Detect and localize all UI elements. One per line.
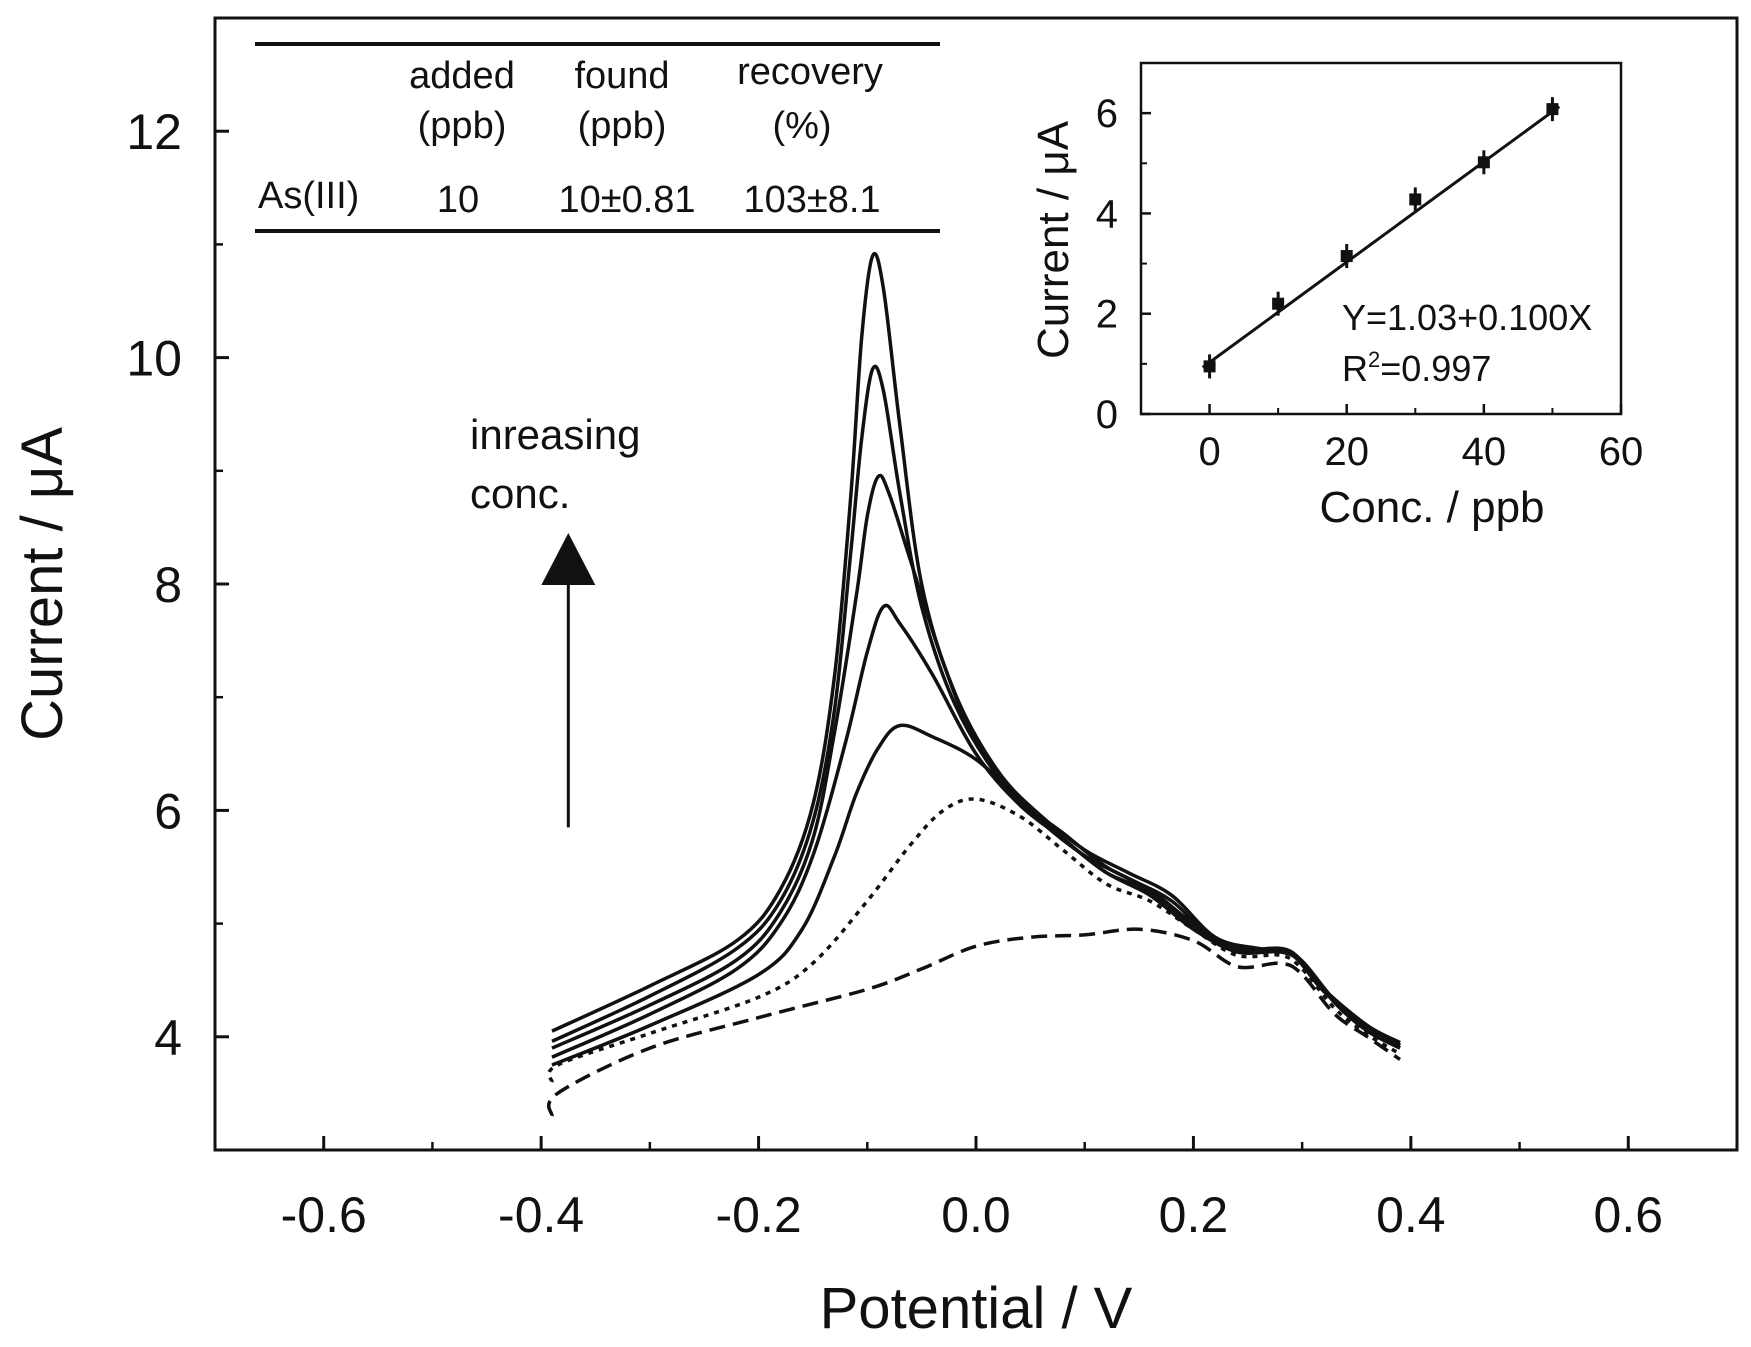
r-squared-superscript: 2 bbox=[1368, 347, 1380, 372]
r-squared-symbol: R bbox=[1342, 348, 1368, 389]
x-tick-label: -0.2 bbox=[715, 1187, 801, 1243]
x-axis-label: Potential / V bbox=[820, 1276, 1133, 1341]
inset-fit-line bbox=[1201, 105, 1561, 369]
row-found: 10±0.81 bbox=[558, 179, 695, 221]
header-recovery-line2: (%) bbox=[772, 105, 831, 147]
inset-x-tick-label: 60 bbox=[1599, 430, 1644, 474]
annotation-line-1: inreasing bbox=[470, 411, 640, 458]
y-axis-label: Current / μA bbox=[10, 427, 75, 741]
annotation-line-2: conc. bbox=[470, 470, 570, 517]
inset-data-point bbox=[1272, 297, 1285, 310]
x-tick-label: 0.6 bbox=[1594, 1187, 1664, 1243]
inset-x-tick-label: 20 bbox=[1324, 430, 1369, 474]
inset-data-point bbox=[1340, 250, 1353, 263]
x-tick-label: 0.4 bbox=[1376, 1187, 1446, 1243]
inset-data-point bbox=[1546, 103, 1559, 116]
inset-x-axis-label: Conc. / ppb bbox=[1319, 483, 1544, 532]
inset-y-tick-label: 4 bbox=[1096, 192, 1118, 236]
inset-y-axis-label: Current / μA bbox=[1029, 120, 1078, 359]
series-line-standard bbox=[547, 797, 1401, 1083]
inset-calibration-plot: 0 20 40 60 0 2 4 6 Conc. / ppb Current / μA Y=1… bbox=[1029, 61, 1644, 532]
series-line-blank bbox=[547, 927, 1401, 1117]
row-added: 10 bbox=[437, 179, 479, 221]
x-tick-label: 0.0 bbox=[941, 1187, 1011, 1243]
header-added-line1: added bbox=[409, 55, 515, 97]
header-recovery-line1: recovery bbox=[737, 51, 883, 93]
inset-y-tick-label: 6 bbox=[1096, 92, 1118, 136]
main-plot: -0.6 -0.4 -0.2 0.0 0.2 0.4 0.6 4 6 8 10 12 Potentia… bbox=[10, 16, 1739, 1341]
x-tick-label: -0.6 bbox=[281, 1187, 367, 1243]
y-tick-label: 8 bbox=[154, 557, 182, 613]
main-series-group bbox=[547, 252, 1401, 1117]
x-tick-label: 0.2 bbox=[1159, 1187, 1229, 1243]
inset-data-point bbox=[1477, 156, 1490, 169]
series-line-conc-5 bbox=[551, 252, 1401, 1045]
inset-frame bbox=[1139, 61, 1623, 416]
row-recovery: 103±8.1 bbox=[743, 179, 880, 221]
inset-data-point bbox=[1409, 193, 1422, 206]
main-axis-ticks: -0.6 -0.4 -0.2 0.0 0.2 0.4 0.6 4 6 8 10 12 bbox=[126, 16, 1664, 1243]
y-tick-label: 4 bbox=[154, 1010, 182, 1066]
inset-x-tick-label: 0 bbox=[1198, 430, 1220, 474]
inset-fit-equation: Y=1.03+0.100X bbox=[1342, 297, 1592, 338]
inset-x-tick-label: 40 bbox=[1462, 430, 1507, 474]
inset-y-tick-label: 0 bbox=[1096, 393, 1118, 437]
x-tick-label: -0.4 bbox=[498, 1187, 584, 1243]
y-tick-label: 6 bbox=[154, 783, 182, 839]
y-tick-label: 12 bbox=[126, 104, 182, 160]
y-tick-label: 10 bbox=[126, 331, 182, 387]
inset-r-squared: R2=0.997 bbox=[1342, 347, 1491, 389]
inset-y-tick-label: 2 bbox=[1096, 293, 1118, 337]
arrow-up-icon bbox=[541, 533, 596, 586]
header-found-line2: (ppb) bbox=[578, 105, 667, 147]
increasing-conc-annotation: inreasing conc. bbox=[470, 411, 640, 828]
header-found-line1: found bbox=[574, 55, 669, 97]
row-analyte: As(III) bbox=[258, 175, 359, 217]
inset-data-point bbox=[1203, 360, 1216, 373]
header-added-line2: (ppb) bbox=[418, 105, 507, 147]
inset-axis-ticks: 0 20 40 60 0 2 4 6 bbox=[1096, 62, 1644, 474]
inset-data-points bbox=[1201, 97, 1561, 379]
r-squared-value: =0.997 bbox=[1380, 348, 1491, 389]
series-line-conc-4 bbox=[551, 364, 1401, 1047]
recovery-table: added (ppb) found (ppb) recovery (%) As(… bbox=[255, 42, 940, 233]
